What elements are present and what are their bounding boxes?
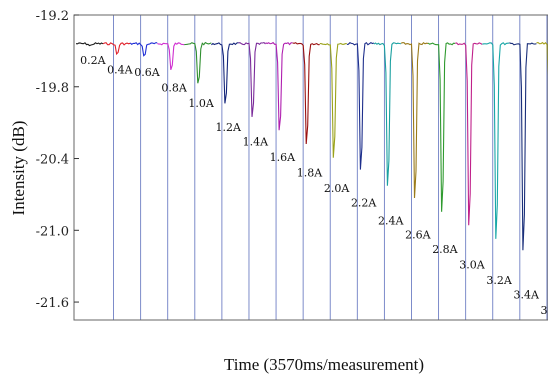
current-label: 1.6A <box>270 151 296 164</box>
current-label: 3.2A <box>486 274 512 287</box>
current-label: 2.8A <box>432 243 458 256</box>
current-label: 2.6A <box>405 229 431 242</box>
trace-1.0A <box>184 41 212 84</box>
trace-0.2A <box>75 42 104 47</box>
current-label: 2.0A <box>324 182 350 195</box>
current-label: 2.2A <box>351 196 377 209</box>
trace-3.4A <box>509 42 537 251</box>
trace-1.4A <box>238 41 266 117</box>
x-axis-title: Time (3570ms/measurement) <box>224 355 424 374</box>
y-tick-label: -21.0 <box>36 224 69 239</box>
trace-2.6A <box>400 41 429 199</box>
y-tick-label: -19.2 <box>36 9 69 24</box>
current-label: 3.6A <box>541 304 548 317</box>
trace-1.8A <box>292 42 320 145</box>
current-label: 3.0A <box>459 259 485 272</box>
current-label: 1.0A <box>188 97 214 110</box>
current-label: 1.4A <box>243 135 269 148</box>
current-labels: 0.2A0.4A 0.6A0.8A1.0A1.2A1.4A1.6A1.8A2.0A… <box>80 54 548 317</box>
trace-2.0A <box>319 42 347 158</box>
trace-2.4A <box>373 42 401 186</box>
trace-1.2A <box>211 42 239 104</box>
trace-3.2A <box>482 42 510 239</box>
trace-2.8A <box>427 42 456 212</box>
trace-1.6A <box>265 41 293 131</box>
y-tick-label: -20.4 <box>36 153 69 168</box>
current-label: 0.8A <box>161 82 187 95</box>
trace-0.6A <box>129 42 158 57</box>
y-tick-label: -19.8 <box>36 81 69 96</box>
data-traces <box>75 41 548 251</box>
current-label: 2.4A <box>378 214 404 227</box>
current-label: 3.4A <box>513 289 539 302</box>
current-label: 0.6A <box>134 66 160 79</box>
current-label: 0.2A <box>80 54 106 67</box>
plot-frame <box>73 14 548 321</box>
trace-2.2A <box>346 41 375 170</box>
current-label: 0.4A <box>107 64 133 77</box>
y-axis-title: Intensity (dB) <box>9 121 28 216</box>
grid-lines <box>113 15 548 320</box>
current-label: 1.2A <box>216 121 242 134</box>
current-label: 1.8A <box>297 167 323 180</box>
trace-3.0A <box>455 42 483 226</box>
y-axis-ticks: -19.2 -19.8 -20.4 -21.0 -21.6 <box>36 9 79 311</box>
trace-0.4A <box>102 42 131 56</box>
trace-0.8A <box>157 42 185 70</box>
y-tick-label: -21.6 <box>36 296 69 311</box>
trace-3.6A <box>536 41 548 96</box>
